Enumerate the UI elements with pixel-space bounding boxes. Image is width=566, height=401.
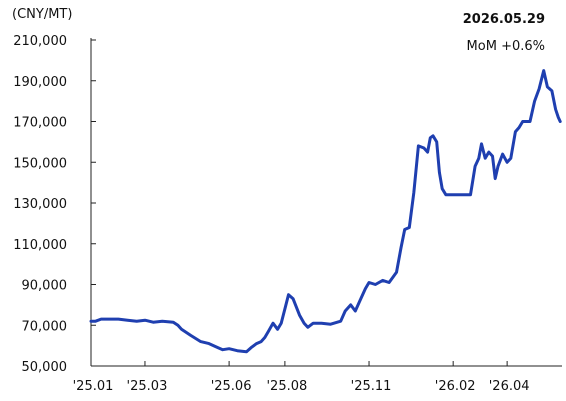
series-line-0: [89, 69, 562, 354]
y-tick-label: 210,000: [13, 34, 67, 49]
y-tick-label: 70,000: [22, 319, 68, 334]
x-tick-label: '25.01: [73, 379, 114, 394]
y-tick-label: 170,000: [13, 116, 67, 131]
x-tick-label: '25.03: [127, 379, 168, 394]
latest-date-label: 2026.05.29: [463, 12, 545, 27]
y-tick-label: 150,000: [13, 156, 67, 171]
x-tick-label: '25.11: [351, 379, 392, 394]
x-tick-label: '26.04: [489, 379, 530, 394]
y-tick-label: 110,000: [13, 238, 67, 253]
series-group: [89, 69, 562, 354]
y-tick-label: 90,000: [22, 279, 68, 294]
y-tick-label: 50,000: [22, 360, 68, 375]
y-tick-label: 190,000: [13, 75, 67, 90]
x-axis-ticks: '25.01 '25.03 '25.06 '25.08 '25.11 '26.02 '26.…: [73, 361, 530, 394]
x-tick-label: '25.08: [266, 379, 307, 394]
y-axis-unit-label: (CNY/MT): [12, 7, 72, 22]
x-tick-label: '25.06: [211, 379, 252, 394]
axes: [90, 38, 562, 367]
y-axis-ticks: 50,000 70,000 90,000 110,000 130,000 150,000 1…: [13, 34, 96, 375]
y-tick-label: 130,000: [13, 197, 67, 212]
x-tick-label: '26.02: [435, 379, 476, 394]
mom-change-label: MoM +0.6%: [467, 39, 545, 54]
